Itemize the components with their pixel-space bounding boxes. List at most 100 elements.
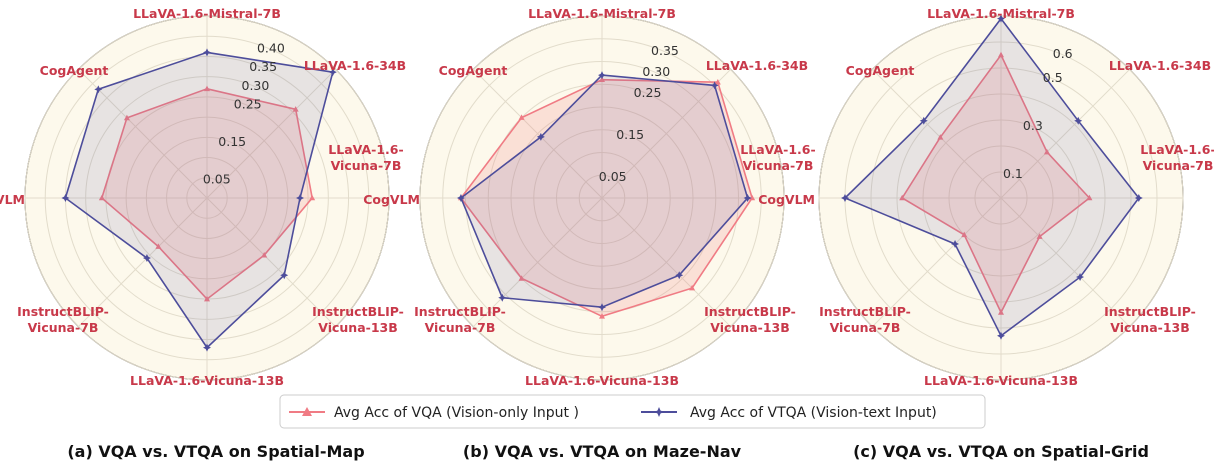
category-label-instructblip-vicuna-13b: InstructBLIP-Vicuna-13B (312, 304, 404, 335)
grid-spoke (871, 68, 1002, 199)
tick-label: 0.6 (1053, 46, 1073, 61)
vtqa-point-instructblip-vicuna-13b (675, 271, 684, 280)
vtqa-point-cogvlm (841, 194, 849, 202)
tick-label: 0.25 (234, 97, 262, 112)
caption-b: (b) VQA vs. VTQA on Maze-Nav (463, 442, 742, 461)
grid-spoke (206, 197, 337, 328)
vtqa-point-llava-1-6-34b (710, 81, 719, 90)
vqa-point-llava-1-6-34b (714, 78, 721, 85)
vtqa-point-llava-1-6-mistral-7b (598, 71, 606, 80)
vqa-point-llava-1-6-vicuna-7b (749, 194, 756, 201)
tick-label: 0.35 (651, 43, 679, 58)
vqa-point-llava-1-6-mistral-7b (998, 51, 1004, 58)
category-label-llava-1-6-vicuna-7b: LLaVA-1.6-Vicuna-7B (328, 142, 403, 173)
category-label-cogvlm: CogVLM (0, 192, 25, 207)
category-label-llava-1-6-vicuna-7b: LLaVA-1.6-Vicuna-7B (1140, 142, 1214, 173)
tick-label: 0.25 (634, 85, 662, 100)
category-label-llava-1-6-vicuna-13b: LLaVA-1.6-Vicuna-13B (525, 373, 679, 388)
category-label-cogagent: CogAgent (846, 63, 915, 78)
grid-spoke (601, 197, 732, 328)
vqa-point-cogagent (518, 114, 525, 120)
legend-vtqa-label: Avg Acc of VTQA (Vision-text Input) (690, 405, 937, 421)
tick-label: 0.05 (203, 171, 231, 186)
radar-chart-1: 0.05 0.15 0.25 0.30 0.35 0.40 LLaVA-1.6-Mistra… (0, 6, 406, 388)
category-label-cogagent: CogAgent (439, 63, 508, 78)
vtqa-point-instructblip-vicuna-7b (951, 239, 960, 248)
category-label-llava-1-6-mistral-7b: LLaVA-1.6-Mistral-7B (133, 6, 281, 21)
category-label-cogvlm: CogVLM (758, 192, 815, 207)
vqa-point-llava-1-6-mistral-7b (599, 76, 605, 82)
category-label-instructblip-vicuna-13b: InstructBLIP-Vicuna-13B (1104, 304, 1196, 335)
grid-spoke (77, 68, 208, 199)
category-label-instructblip-vicuna-7b: InstructBLIP-Vicuna-7B (819, 304, 911, 335)
category-label-llava-1-6-vicuna-13b: LLaVA-1.6-Vicuna-13B (130, 373, 284, 388)
grid-spoke (77, 197, 208, 328)
vtqa-point-instructblip-vicuna-7b (142, 254, 151, 263)
radar-chart-3: 0.1 0.3 0.5 0.6 LLaVA-1.6-Mistral-7B LLaVA-1.… (758, 6, 1214, 388)
tick-label: 0.3 (1023, 118, 1043, 133)
category-label-cogvlm: CogVLM (363, 192, 420, 207)
vqa-point-llava-1-6-vicuna-7b (1086, 194, 1093, 201)
category-label-llava-1-6-vicuna-7b: LLaVA-1.6-Vicuna-7B (740, 142, 815, 173)
vtqa-point-cogvlm (456, 194, 465, 202)
category-label-cogagent: CogAgent (40, 63, 109, 78)
grid-spoke (472, 197, 603, 328)
grid-spoke (871, 197, 1002, 328)
grid-spoke (472, 68, 603, 199)
legend-vqa-label: Avg Acc of VQA (Vision-only Input ) (334, 405, 579, 421)
vtqa-point-llava-1-6-vicuna-7b (296, 194, 305, 202)
vqa-point-llava-1-6-vicuna-7b (309, 194, 316, 201)
vqa-point-llava-1-6-34b (1043, 148, 1050, 155)
category-label-llava-1-6-mistral-7b: LLaVA-1.6-Mistral-7B (528, 6, 676, 21)
vtqa-point-llava-1-6-vicuna-13b (997, 331, 1005, 340)
legend: Avg Acc of VQA (Vision-only Input ) Avg … (279, 394, 986, 429)
vqa-point-llava-1-6-mistral-7b (204, 85, 210, 92)
tick-label: 0.15 (616, 127, 644, 142)
tick-label: 0.35 (249, 59, 277, 74)
vtqa-point-llava-1-6-34b (328, 68, 337, 77)
category-label-instructblip-vicuna-7b: InstructBLIP-Vicuna-7B (17, 304, 109, 335)
vtqa-point-instructblip-vicuna-13b (1076, 273, 1085, 282)
vtqa-point-llava-1-6-34b (1074, 116, 1083, 125)
legend-box (279, 394, 986, 429)
tick-label: 0.1 (1003, 166, 1023, 181)
vqa-point-instructblip-vicuna-13b (689, 284, 696, 291)
vtqa-point-cogagent (536, 132, 545, 141)
vtqa-point-llava-1-6-vicuna-13b (203, 343, 211, 352)
category-label-llava-1-6-34b: LLaVA-1.6-34B (304, 58, 406, 73)
vtqa-point-cogagent (919, 116, 928, 125)
tick-label: 0.40 (257, 41, 285, 56)
vqa-point-cogvlm (98, 194, 105, 201)
vqa-point-instructblip-vicuna-7b (518, 275, 525, 281)
tick-label: 0.5 (1043, 70, 1063, 85)
category-label-llava-1-6-34b: LLaVA-1.6-34B (1109, 58, 1211, 73)
vqa-point-instructblip-vicuna-13b (261, 251, 268, 258)
tick-label: 0.30 (242, 78, 270, 93)
legend-vqa-marker (302, 407, 312, 416)
vqa-point-cogagent (937, 134, 944, 140)
vtqa-point-llava-1-6-mistral-7b (997, 14, 1005, 23)
grid-spoke (1000, 68, 1131, 199)
tick-label: 0.30 (642, 64, 670, 79)
vtqa-point-instructblip-vicuna-13b (280, 271, 289, 280)
vqa-point-cogvlm (899, 194, 906, 201)
vtqa-point-instructblip-vicuna-7b (498, 293, 507, 302)
category-label-instructblip-vicuna-13b: InstructBLIP-Vicuna-13B (704, 304, 796, 335)
category-label-instructblip-vicuna-7b: InstructBLIP-Vicuna-7B (414, 304, 506, 335)
caption-a: (a) VQA vs. VTQA on Spatial-Map (67, 442, 364, 461)
vqa-point-llava-1-6-vicuna-13b (204, 295, 210, 302)
caption-c: (c) VQA vs. VTQA on Spatial-Grid (853, 442, 1149, 461)
tick-label: 0.05 (599, 169, 627, 184)
vqa-point-llava-1-6-34b (292, 106, 299, 112)
vqa-point-instructblip-vicuna-13b (1036, 233, 1043, 239)
vqa-point-cogagent (123, 114, 130, 121)
grid-spoke (601, 68, 732, 199)
legend-vtqa-marker (654, 407, 664, 417)
vtqa-point-llava-1-6-vicuna-7b (743, 194, 752, 202)
category-label-llava-1-6-34b: LLaVA-1.6-34B (706, 58, 808, 73)
grid-spoke (1000, 197, 1131, 328)
vtqa-point-cogvlm (61, 194, 70, 202)
radar-chart-2: 0.05 0.15 0.25 0.30 0.35 LLaVA-1.6-Mistral-7B… (363, 6, 815, 388)
vtqa-point-llava-1-6-mistral-7b (203, 48, 211, 57)
